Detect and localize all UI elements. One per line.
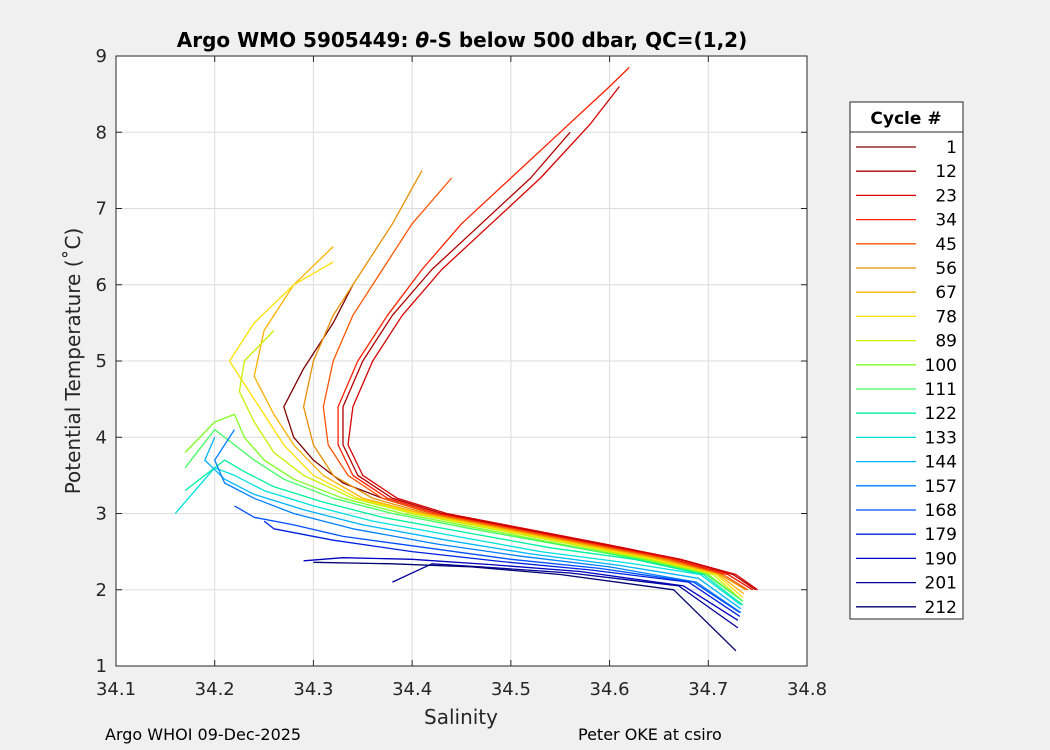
x-tick-label: 34.3 [293,679,333,700]
series-line-cycle-45 [322,177,749,591]
legend-entry-label: 111 [925,380,957,400]
y-axis-label: Potential Temperature (˚C) [61,228,85,495]
legend-entry-label: 179 [925,525,957,545]
legend-entry-label: 56 [935,259,957,279]
legend-entry-label: 212 [925,598,957,618]
y-tick-label: 8 [96,122,107,143]
series-line-cycle-100 [184,413,744,602]
series-line-cycle-122 [184,459,744,606]
chart-title: Argo WMO 5905449: θ-S below 500 dbar, QC… [177,28,747,52]
series-line-cycle-67 [253,246,745,595]
y-axis: 1 2 3 4 5 6 7 8 9 [96,46,807,677]
series-line-cycle-179 [263,520,741,617]
legend-entry-label: 144 [925,453,957,473]
x-axis: 34.1 34.2 34.3 34.4 34.5 34.6 34.7 34.8 [96,56,827,700]
legend-entry-label: 23 [935,186,957,206]
x-tick-label: 34.6 [590,679,630,700]
x-tick-label: 34.4 [392,679,432,700]
x-tick-label: 34.2 [195,679,235,700]
x-axis-label: Salinity [424,705,498,729]
legend-entry-label: 89 [935,332,957,352]
y-tick-label: 5 [96,351,107,372]
legend-entry-label: 122 [925,404,957,424]
y-tick-label: 9 [96,46,107,67]
y-tick-label: 7 [96,199,107,220]
legend-entry-label: 45 [935,235,957,255]
legend-entry-label: 190 [925,549,957,569]
series-line-cycle-78 [228,261,744,598]
legend-entry-label: 1 [946,138,957,158]
legend-entry-label: 12 [935,162,957,182]
y-tick-label: 6 [96,275,107,296]
y-tick-label: 2 [96,580,107,601]
legend-title: Cycle # [870,109,941,129]
legend-entry-label: 34 [935,211,957,231]
series-line-cycle-89 [238,330,744,602]
series-line-cycle-157 [214,429,742,614]
series-group [174,66,758,652]
y-tick-label: 3 [96,504,107,525]
legend-entry-label: 133 [925,428,957,448]
legend: Cycle # 1 12 23 34 45 56 67 78 89 100 111 122 133 144… [849,101,964,620]
legend-entry-label: 157 [925,477,957,497]
legend-entry-label: 67 [935,283,957,303]
x-tick-label: 34.7 [688,679,728,700]
legend-entry-label: 78 [935,307,957,327]
series-line-cycle-111 [184,428,744,602]
series-line-cycle-56 [302,170,747,591]
series-line-cycle-201 [392,563,739,629]
series-line-cycle-144 [204,437,742,610]
legend-entry-label: 168 [925,501,957,521]
x-tick-label: 34.5 [491,679,531,700]
legend-entry-label: 100 [925,356,957,376]
series-line-cycle-133 [174,467,742,606]
footer-right-text: Peter OKE at csiro [578,725,722,744]
y-tick-label: 1 [96,656,107,677]
footer-left-text: Argo WHOI 09-Dec-2025 [105,725,302,744]
series-line-cycle-212 [313,561,737,652]
series-line-cycle-168 [234,505,741,614]
x-tick-label: 34.1 [96,679,136,700]
x-tick-label: 34.8 [787,679,827,700]
legend-box [849,101,964,620]
legend-entry-label: 201 [925,574,957,594]
series-line-cycle-12 [342,131,757,591]
series-line-cycle-190 [303,557,739,621]
series-line-cycle-34 [337,66,754,591]
series-line-cycle-23 [347,86,758,591]
y-tick-label: 4 [96,427,107,448]
